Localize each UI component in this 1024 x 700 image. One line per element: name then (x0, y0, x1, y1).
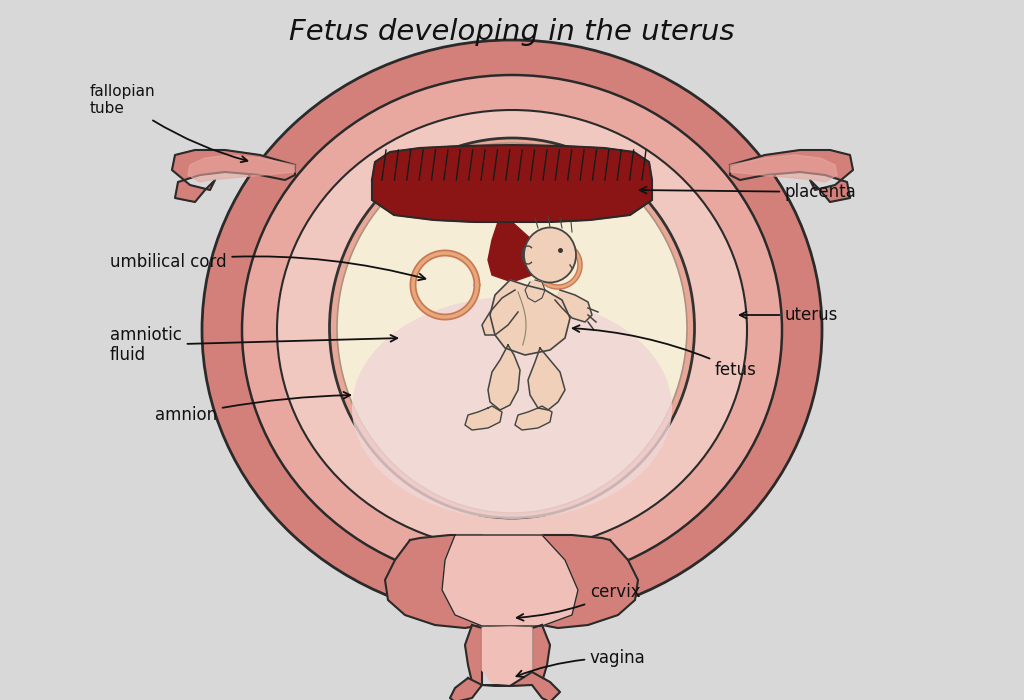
Ellipse shape (278, 110, 746, 550)
Polygon shape (482, 290, 518, 335)
Ellipse shape (524, 228, 575, 283)
Text: fetus: fetus (572, 326, 757, 379)
Ellipse shape (202, 40, 822, 620)
Text: amnion: amnion (155, 392, 350, 424)
Text: placenta: placenta (640, 183, 857, 201)
Polygon shape (385, 535, 482, 628)
Text: cervix: cervix (517, 583, 641, 621)
Polygon shape (465, 625, 482, 685)
Ellipse shape (352, 297, 672, 519)
Polygon shape (730, 155, 837, 182)
Text: vagina: vagina (516, 649, 646, 677)
Polygon shape (730, 150, 853, 202)
Polygon shape (525, 280, 545, 302)
Polygon shape (442, 535, 578, 626)
Polygon shape (490, 280, 570, 355)
Polygon shape (528, 348, 565, 410)
Polygon shape (172, 150, 295, 202)
Polygon shape (465, 406, 502, 430)
Polygon shape (488, 345, 520, 410)
Polygon shape (488, 222, 536, 282)
Text: amniotic
fluid: amniotic fluid (110, 326, 397, 365)
Polygon shape (188, 155, 295, 182)
Ellipse shape (330, 138, 694, 518)
Polygon shape (542, 535, 638, 628)
Text: fallopian
tube: fallopian tube (90, 84, 248, 162)
Text: uterus: uterus (739, 306, 839, 324)
Polygon shape (450, 672, 560, 700)
Polygon shape (555, 290, 592, 322)
Ellipse shape (242, 75, 782, 585)
Text: umbilical cord: umbilical cord (110, 253, 425, 280)
Polygon shape (482, 627, 532, 686)
Ellipse shape (337, 143, 687, 513)
Polygon shape (372, 145, 652, 222)
Polygon shape (532, 625, 550, 685)
Polygon shape (515, 406, 552, 430)
Text: Fetus developing in the uterus: Fetus developing in the uterus (289, 18, 735, 46)
